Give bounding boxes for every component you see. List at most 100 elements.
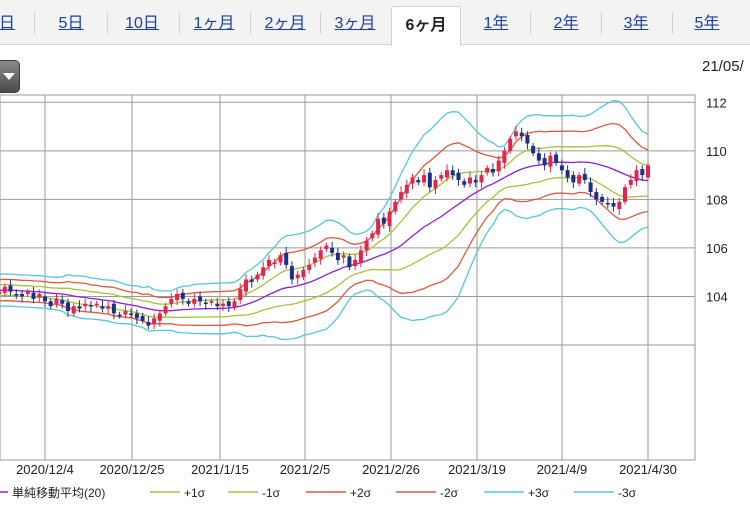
candle-up (2, 286, 7, 293)
latest-date-label: 21/05/ (702, 58, 744, 75)
candle-down (594, 192, 599, 200)
candle-up (37, 294, 42, 298)
candle-down (427, 172, 432, 188)
tab-2-months[interactable]: 2ヶ月 (264, 15, 306, 32)
chart-options-dropdown-button[interactable] (0, 60, 20, 93)
candle-down (536, 153, 541, 161)
x-tick-label: 2021/3/19 (448, 462, 506, 477)
tab-separator (672, 12, 673, 34)
candle-down (48, 301, 53, 307)
tab-10-days[interactable]: 10日 (125, 15, 159, 32)
candle-down (31, 292, 36, 299)
tab-3-years[interactable]: 3年 (623, 15, 649, 32)
legend-label: +1σ (184, 486, 206, 500)
candle-up (353, 260, 358, 267)
candle-up (439, 175, 444, 179)
candle-down (462, 181, 467, 185)
candle-down (14, 294, 19, 296)
candle-up (364, 240, 369, 251)
candle-up (255, 274, 260, 280)
candle-up (502, 150, 507, 163)
candle-up (399, 192, 404, 200)
candle-up (393, 201, 398, 212)
candle-down (559, 165, 564, 171)
candlesticks (0, 125, 650, 330)
candle-down (186, 301, 191, 304)
candle-down (203, 302, 208, 304)
candle-up (301, 269, 306, 278)
candle-up (468, 177, 472, 184)
candle-up (221, 303, 225, 307)
candle-down (100, 306, 105, 309)
candle-up (358, 250, 363, 263)
candle-up (324, 245, 329, 250)
tab-1-day[interactable]: 日 (0, 15, 15, 32)
legend-label: -1σ (262, 486, 281, 500)
candle-up (267, 260, 271, 267)
candle-up (54, 298, 59, 304)
legend-label: -2σ (440, 486, 459, 500)
candle-down (490, 169, 495, 173)
candle-up (387, 211, 392, 227)
candle-up (376, 218, 381, 235)
candle-up (479, 175, 484, 183)
candle-down (77, 306, 82, 309)
tab-1-year[interactable]: 1年 (483, 15, 509, 32)
band-minus1-line (0, 176, 649, 319)
tab-6-months[interactable]: 6ヶ月 (391, 6, 461, 46)
candle-up (548, 155, 553, 167)
tab-2-years[interactable]: 2年 (553, 15, 579, 32)
candle-down (640, 169, 645, 176)
candle-up (422, 175, 426, 183)
candle-up (508, 138, 513, 151)
candle-down (525, 135, 530, 144)
candle-up (169, 298, 174, 304)
candle-down (330, 247, 335, 253)
candle-up (341, 255, 346, 258)
y-tick-label: 112 (706, 95, 727, 110)
candle-up (71, 306, 76, 314)
candle-up (272, 262, 277, 264)
candle-up (307, 264, 312, 270)
sma-20-line (0, 161, 649, 312)
candle-up (617, 201, 622, 210)
candle-up (513, 131, 518, 137)
candle-down (289, 266, 294, 280)
candle-up (370, 233, 375, 239)
legend-label: +2σ (350, 486, 372, 500)
legend-label: 単純移動平均(20) (12, 486, 105, 500)
candle-up (192, 298, 197, 304)
candle-up (152, 318, 157, 325)
candle-down (600, 196, 605, 202)
y-tick-label: 110 (706, 144, 727, 159)
candle-up (577, 175, 582, 184)
tab-3-months[interactable]: 3ヶ月 (334, 15, 376, 32)
candle-down (347, 256, 352, 268)
tab-5-days[interactable]: 5日 (58, 15, 84, 32)
tab-separator (320, 12, 321, 34)
x-tick-label: 2021/4/9 (537, 462, 588, 477)
candle-up (175, 294, 180, 301)
x-axis-labels: 2020/12/4 2020/12/25 2021/1/15 2021/2/5 2021… (16, 462, 677, 477)
candle-down (284, 252, 289, 265)
candle-down (582, 173, 587, 180)
candle-up (623, 187, 627, 202)
tab-separator (601, 12, 602, 34)
x-tick-label: 2021/1/15 (191, 462, 249, 477)
band-plus2-line (0, 122, 649, 299)
candle-down (450, 170, 455, 176)
chart-legend: 単純移動平均(20) +1σ -1σ +2σ -2σ +3σ -3σ (0, 486, 637, 500)
candle-down (88, 305, 93, 307)
tab-separator (250, 12, 251, 34)
candle-up (410, 177, 415, 184)
candle-down (571, 175, 576, 183)
candle-up (0, 291, 2, 294)
tab-1-month[interactable]: 1ヶ月 (193, 15, 235, 32)
candle-down (542, 158, 547, 166)
tab-5-years[interactable]: 5年 (694, 15, 720, 32)
candle-down (226, 301, 231, 307)
candle-down (456, 172, 461, 180)
x-tick-label: 2020/12/4 (16, 462, 74, 477)
candle-down (43, 296, 47, 302)
candle-down (605, 203, 610, 205)
